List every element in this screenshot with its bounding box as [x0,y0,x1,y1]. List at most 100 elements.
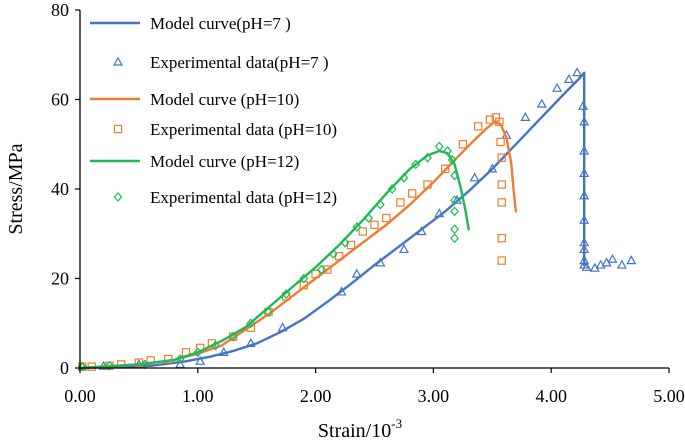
data-point [398,243,409,254]
legend-label: Model curve (pH=10) [150,90,299,109]
data-point [497,153,506,162]
data-point [497,180,506,189]
data-point [450,224,460,235]
data-point [277,322,288,332]
series-0 [78,71,586,370]
data-point [579,214,590,224]
data-point [450,170,460,181]
data-point [451,194,462,204]
data-point [469,172,480,182]
data-point [246,318,256,329]
x-tick-label: 4.00 [535,386,567,406]
series-5 [77,141,460,372]
data-point [497,256,506,265]
legend-label: Model curve (pH=12) [150,152,299,171]
data-point [497,234,506,243]
data-point [497,198,506,207]
data-point [382,213,391,223]
data-point [577,100,589,110]
data-point [496,137,505,147]
data-point [195,355,206,365]
legend-label: Experimental data (pH=10) [150,120,337,139]
series-line [78,71,586,370]
data-point [520,111,531,122]
data-point [358,227,367,236]
legend-item: Model curve (pH=12) [90,152,299,171]
data-point [434,141,444,152]
data-point [581,261,592,271]
y-tick-label: 40 [51,179,69,199]
data-point [626,255,637,265]
data-point [495,117,504,127]
legend-marker-swatch [112,56,124,66]
data-point [370,220,379,229]
x-tick-label: 2.00 [300,386,332,406]
data-point [416,226,427,236]
data-point [447,155,457,165]
data-point [340,237,350,248]
legend-marker-swatch [113,192,123,202]
data-point [616,259,627,269]
data-point [228,331,238,342]
data-point [407,189,417,198]
legend-label: Experimental data(pH=7 ) [150,53,329,72]
x-tick-label: 5.00 [653,386,685,406]
y-tick-labels: 0 20 40 60 80 [51,0,80,378]
x-tick-label: 3.00 [418,386,450,406]
data-point [607,253,618,263]
legend: Model curve(pH=7 ) Experimental data(pH=7… [90,14,337,207]
data-point [323,265,332,274]
data-point [579,190,590,200]
data-point [450,233,460,244]
data-point [311,269,320,279]
data-point [434,208,445,218]
data-point [552,82,563,92]
data-point [423,180,432,189]
data-point [175,354,185,364]
data-point [245,337,256,347]
data-point [399,172,409,183]
y-tick-label: 0 [60,358,69,378]
data-point [317,264,326,275]
data-point [563,73,574,83]
data-point [440,164,450,174]
data-point [352,222,362,232]
y-axis-title: Stress/MPa [5,143,27,234]
data-point [579,255,590,265]
data-point [281,289,291,300]
y-tick-label: 80 [51,0,69,20]
data-point [211,340,220,351]
legend-item: Model curve (pH=10) [90,90,299,109]
x-axis-title: Strain/10-3 [318,416,402,442]
data-point [579,167,590,177]
data-point [375,199,385,210]
data-point [193,347,203,358]
legend-label: Experimental data (pH=12) [150,188,337,207]
data-point [364,213,374,223]
data-point [443,146,452,156]
series-1 [77,67,637,371]
legend-item: Experimental data (pH=10) [113,120,337,139]
data-point [450,206,460,217]
data-point [264,307,273,317]
legend-label: Model curve(pH=7 ) [150,14,291,33]
y-tick-label: 20 [51,269,69,289]
data-point [579,116,590,126]
data-point [572,67,583,77]
data-point [450,195,460,206]
data-point [485,115,495,124]
y-tick-label: 60 [51,90,69,110]
data-point [351,268,362,278]
x-tick-label: 0.00 [64,386,96,406]
data-point [336,286,347,296]
plot-area [77,67,637,372]
legend-item: Model curve(pH=7 ) [90,14,291,33]
data-point [411,159,421,170]
x-tick-label: 1.00 [182,386,214,406]
data-point [423,152,432,163]
legend-marker-swatch [113,124,123,134]
data-point [458,140,468,149]
data-point [375,257,386,267]
data-point [396,198,405,207]
